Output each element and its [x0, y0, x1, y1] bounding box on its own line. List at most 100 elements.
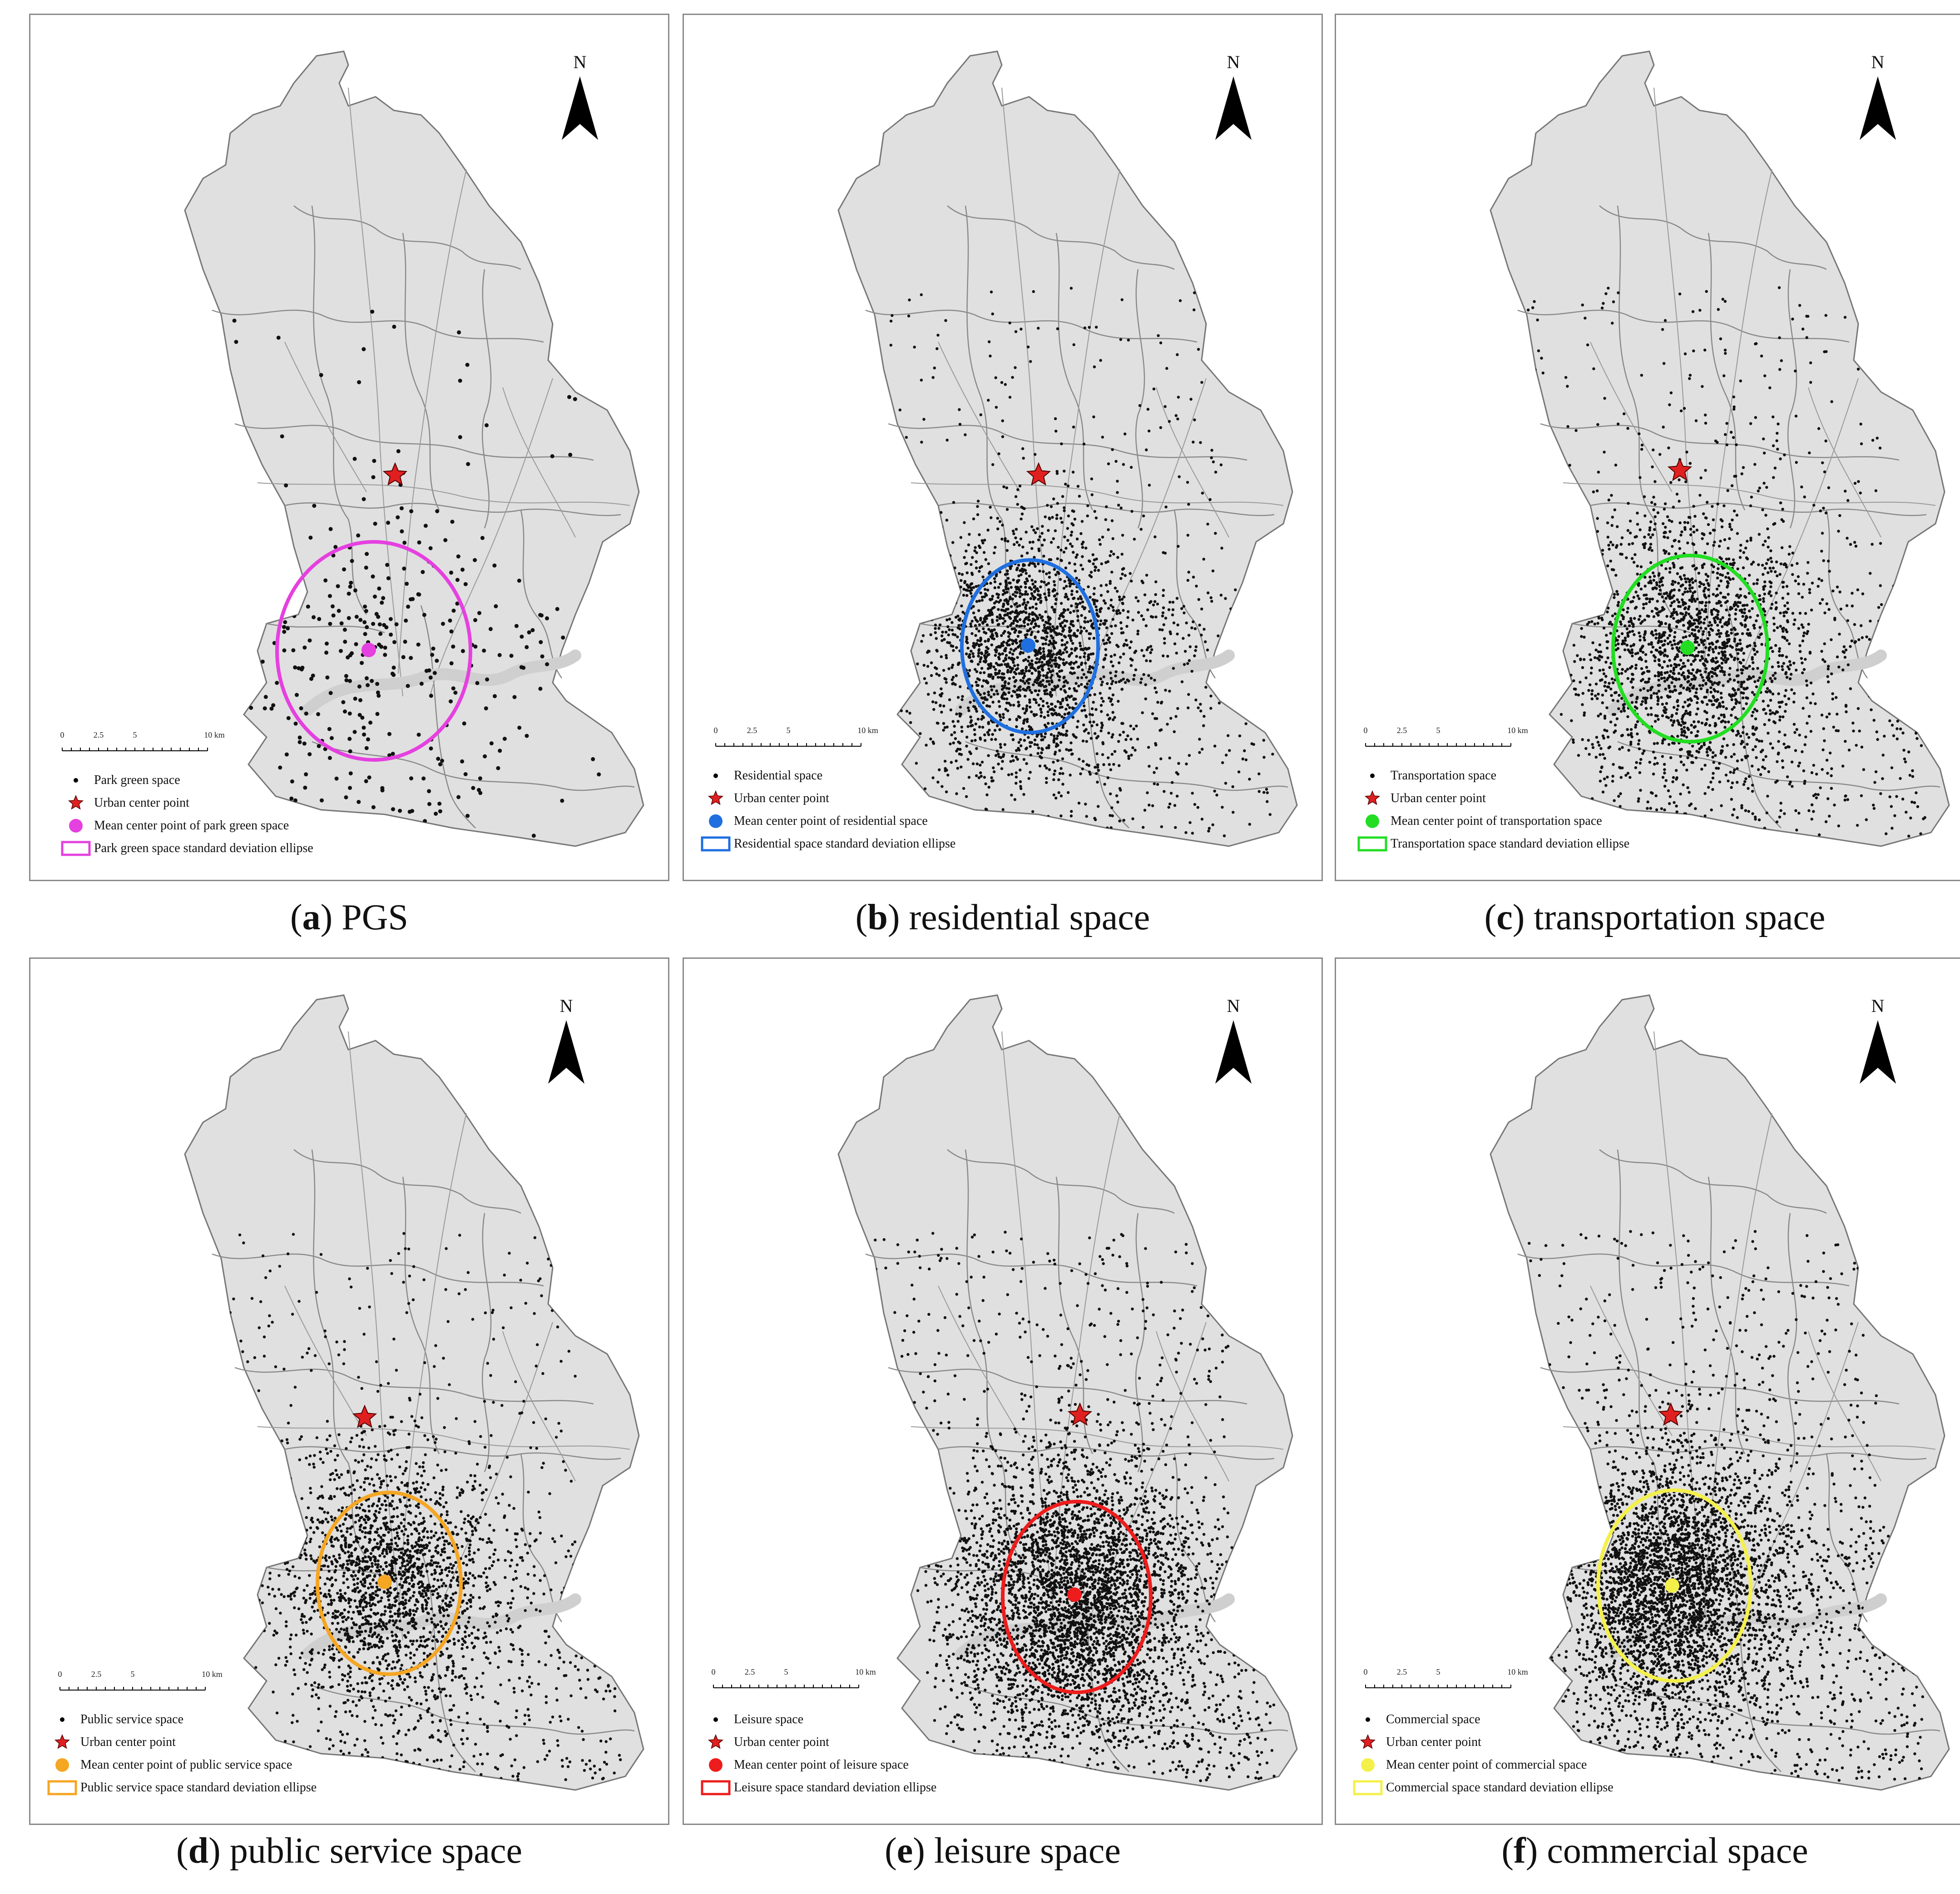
district-boundary [312, 741, 635, 791]
scale-tick-label: 2.5 [744, 1667, 755, 1676]
point-symbol-icon [713, 1717, 718, 1722]
legend-item: Urban center point [1350, 1731, 1804, 1754]
legend-item: Mean center point of park green space [58, 814, 512, 837]
road-line [1590, 342, 1673, 492]
urban-center-star-icon [352, 1404, 377, 1428]
road-line [257, 482, 630, 506]
road-line [257, 1426, 630, 1450]
district-boundary [520, 510, 563, 679]
map-panel-d: N 0 2.5 5 10 km Public service space Urban cen… [29, 957, 669, 1825]
mean-center-symbol-icon [69, 819, 83, 833]
ellipse-symbol-icon [701, 836, 731, 852]
scale-tick-label: 10 km [204, 730, 225, 739]
legend-label: Public service space [80, 1712, 184, 1726]
north-arrow-icon [1215, 1020, 1252, 1084]
district-boundary [1826, 510, 1868, 679]
point-symbol-icon [74, 778, 78, 783]
north-arrow-icon [1215, 76, 1252, 140]
river [1607, 1593, 1887, 1660]
scale-bar: 0 2.5 5 10 km [60, 730, 251, 758]
district-boundary [402, 233, 440, 511]
scale-tick-label: 10 km [1507, 726, 1528, 735]
ellipse-symbol-icon [1357, 836, 1387, 852]
road-line [911, 482, 1284, 506]
standard-deviation-ellipse [316, 1491, 463, 1676]
district-boundary [234, 1367, 594, 1405]
district-boundary [212, 309, 544, 343]
legend-item: Residential space [698, 764, 1152, 787]
legend-item: Leisure space [698, 1708, 1152, 1731]
legend-item: Leisure space standard deviation ellipse [698, 1776, 1152, 1799]
district-boundary [1590, 502, 1927, 516]
standard-deviation-ellipse [275, 540, 472, 762]
point-symbol-icon [60, 1717, 64, 1722]
district-boundary [965, 1149, 1003, 1463]
urban-center-star-icon [1667, 457, 1693, 481]
legend-item: Park green space standard deviation elli… [58, 837, 512, 860]
scale-tick-label: 0 [1363, 726, 1368, 735]
district-boundary [1653, 1463, 1673, 1559]
north-arrow: N [1851, 995, 1905, 1100]
north-arrow-icon [1860, 76, 1896, 140]
map-legend: Residential space Urban center point Mean … [698, 764, 1152, 855]
north-arrow: N [1206, 51, 1261, 156]
road-line [1051, 169, 1120, 674]
mean-center-point [377, 1575, 392, 1589]
road-line [1735, 378, 1859, 697]
scale-bar: 0 2.5 5 10 km [1363, 726, 1554, 753]
district-boundary [1787, 1213, 1797, 1473]
feature-points [208, 309, 611, 839]
legend-item: Urban center point [44, 1731, 498, 1754]
district-boundary [938, 1446, 1275, 1460]
scale-tick-label: 10 km [1507, 1667, 1528, 1676]
map-canvas [1490, 50, 1950, 847]
district-boundary [1617, 1149, 1655, 1463]
legend-item: Park green space [58, 769, 512, 792]
scale-tick-label: 5 [784, 1667, 788, 1676]
standard-deviation-ellipse [1001, 1500, 1153, 1694]
mean-center-symbol-icon [1361, 1758, 1375, 1772]
scale-tick-label: 0 [711, 1667, 716, 1676]
legend-label: Leisure space standard deviation ellipse [734, 1780, 937, 1795]
district-boundary [1708, 1176, 1746, 1454]
north-label: N [573, 52, 587, 72]
north-label: N [1227, 52, 1240, 72]
scale-bar: 0 2.5 5 10 km [1363, 1667, 1554, 1695]
road-line [938, 342, 1020, 492]
scale-bar: 0 2.5 5 10 km [713, 726, 904, 753]
legend-label: Residential space standard deviation ell… [734, 837, 956, 851]
map-panel-e: N 0 2.5 5 10 km Leisure space Urban center poi… [683, 957, 1323, 1825]
district-boundary [1135, 1213, 1145, 1473]
district-boundary [1708, 233, 1746, 511]
legend-item: Urban center point [58, 792, 512, 814]
legend-label: Urban center point [94, 796, 189, 810]
region-outline [837, 50, 1298, 847]
ellipse-symbol-icon [701, 1780, 731, 1795]
road-line [1156, 1331, 1229, 1482]
ellipse-symbol-icon [47, 1780, 77, 1795]
district-boundary [938, 502, 1275, 516]
north-arrow: N [539, 995, 594, 1100]
scale-tick-label: 2.5 [1396, 726, 1407, 735]
legend-label: Urban center point [734, 791, 829, 805]
standard-deviation-ellipse [1611, 554, 1769, 744]
district-boundary [293, 205, 521, 270]
district-boundary [1653, 519, 1673, 615]
road-line [1808, 387, 1881, 538]
district-boundary [293, 1149, 521, 1214]
district-boundary [888, 1367, 1247, 1405]
district-boundary [284, 502, 621, 516]
river [955, 650, 1235, 716]
caption-c: (c) transportation space [1484, 897, 1826, 937]
ellipse-symbol-icon [1353, 1780, 1383, 1795]
legend-label: Mean center point of residential space [734, 814, 928, 828]
legend-item: Commercial space standard deviation elli… [1350, 1776, 1804, 1799]
caption-e: (e) leisure space [885, 1831, 1121, 1871]
mean-center-point [1680, 640, 1695, 655]
legend-item: Mean center point of commercial space [1350, 1754, 1804, 1776]
district-boundary [1055, 233, 1094, 511]
star-symbol-icon [54, 1734, 70, 1749]
mean-center-symbol-icon [55, 1758, 69, 1772]
scale-tick-label: 0 [713, 726, 718, 735]
district-boundary [1540, 1367, 1900, 1405]
